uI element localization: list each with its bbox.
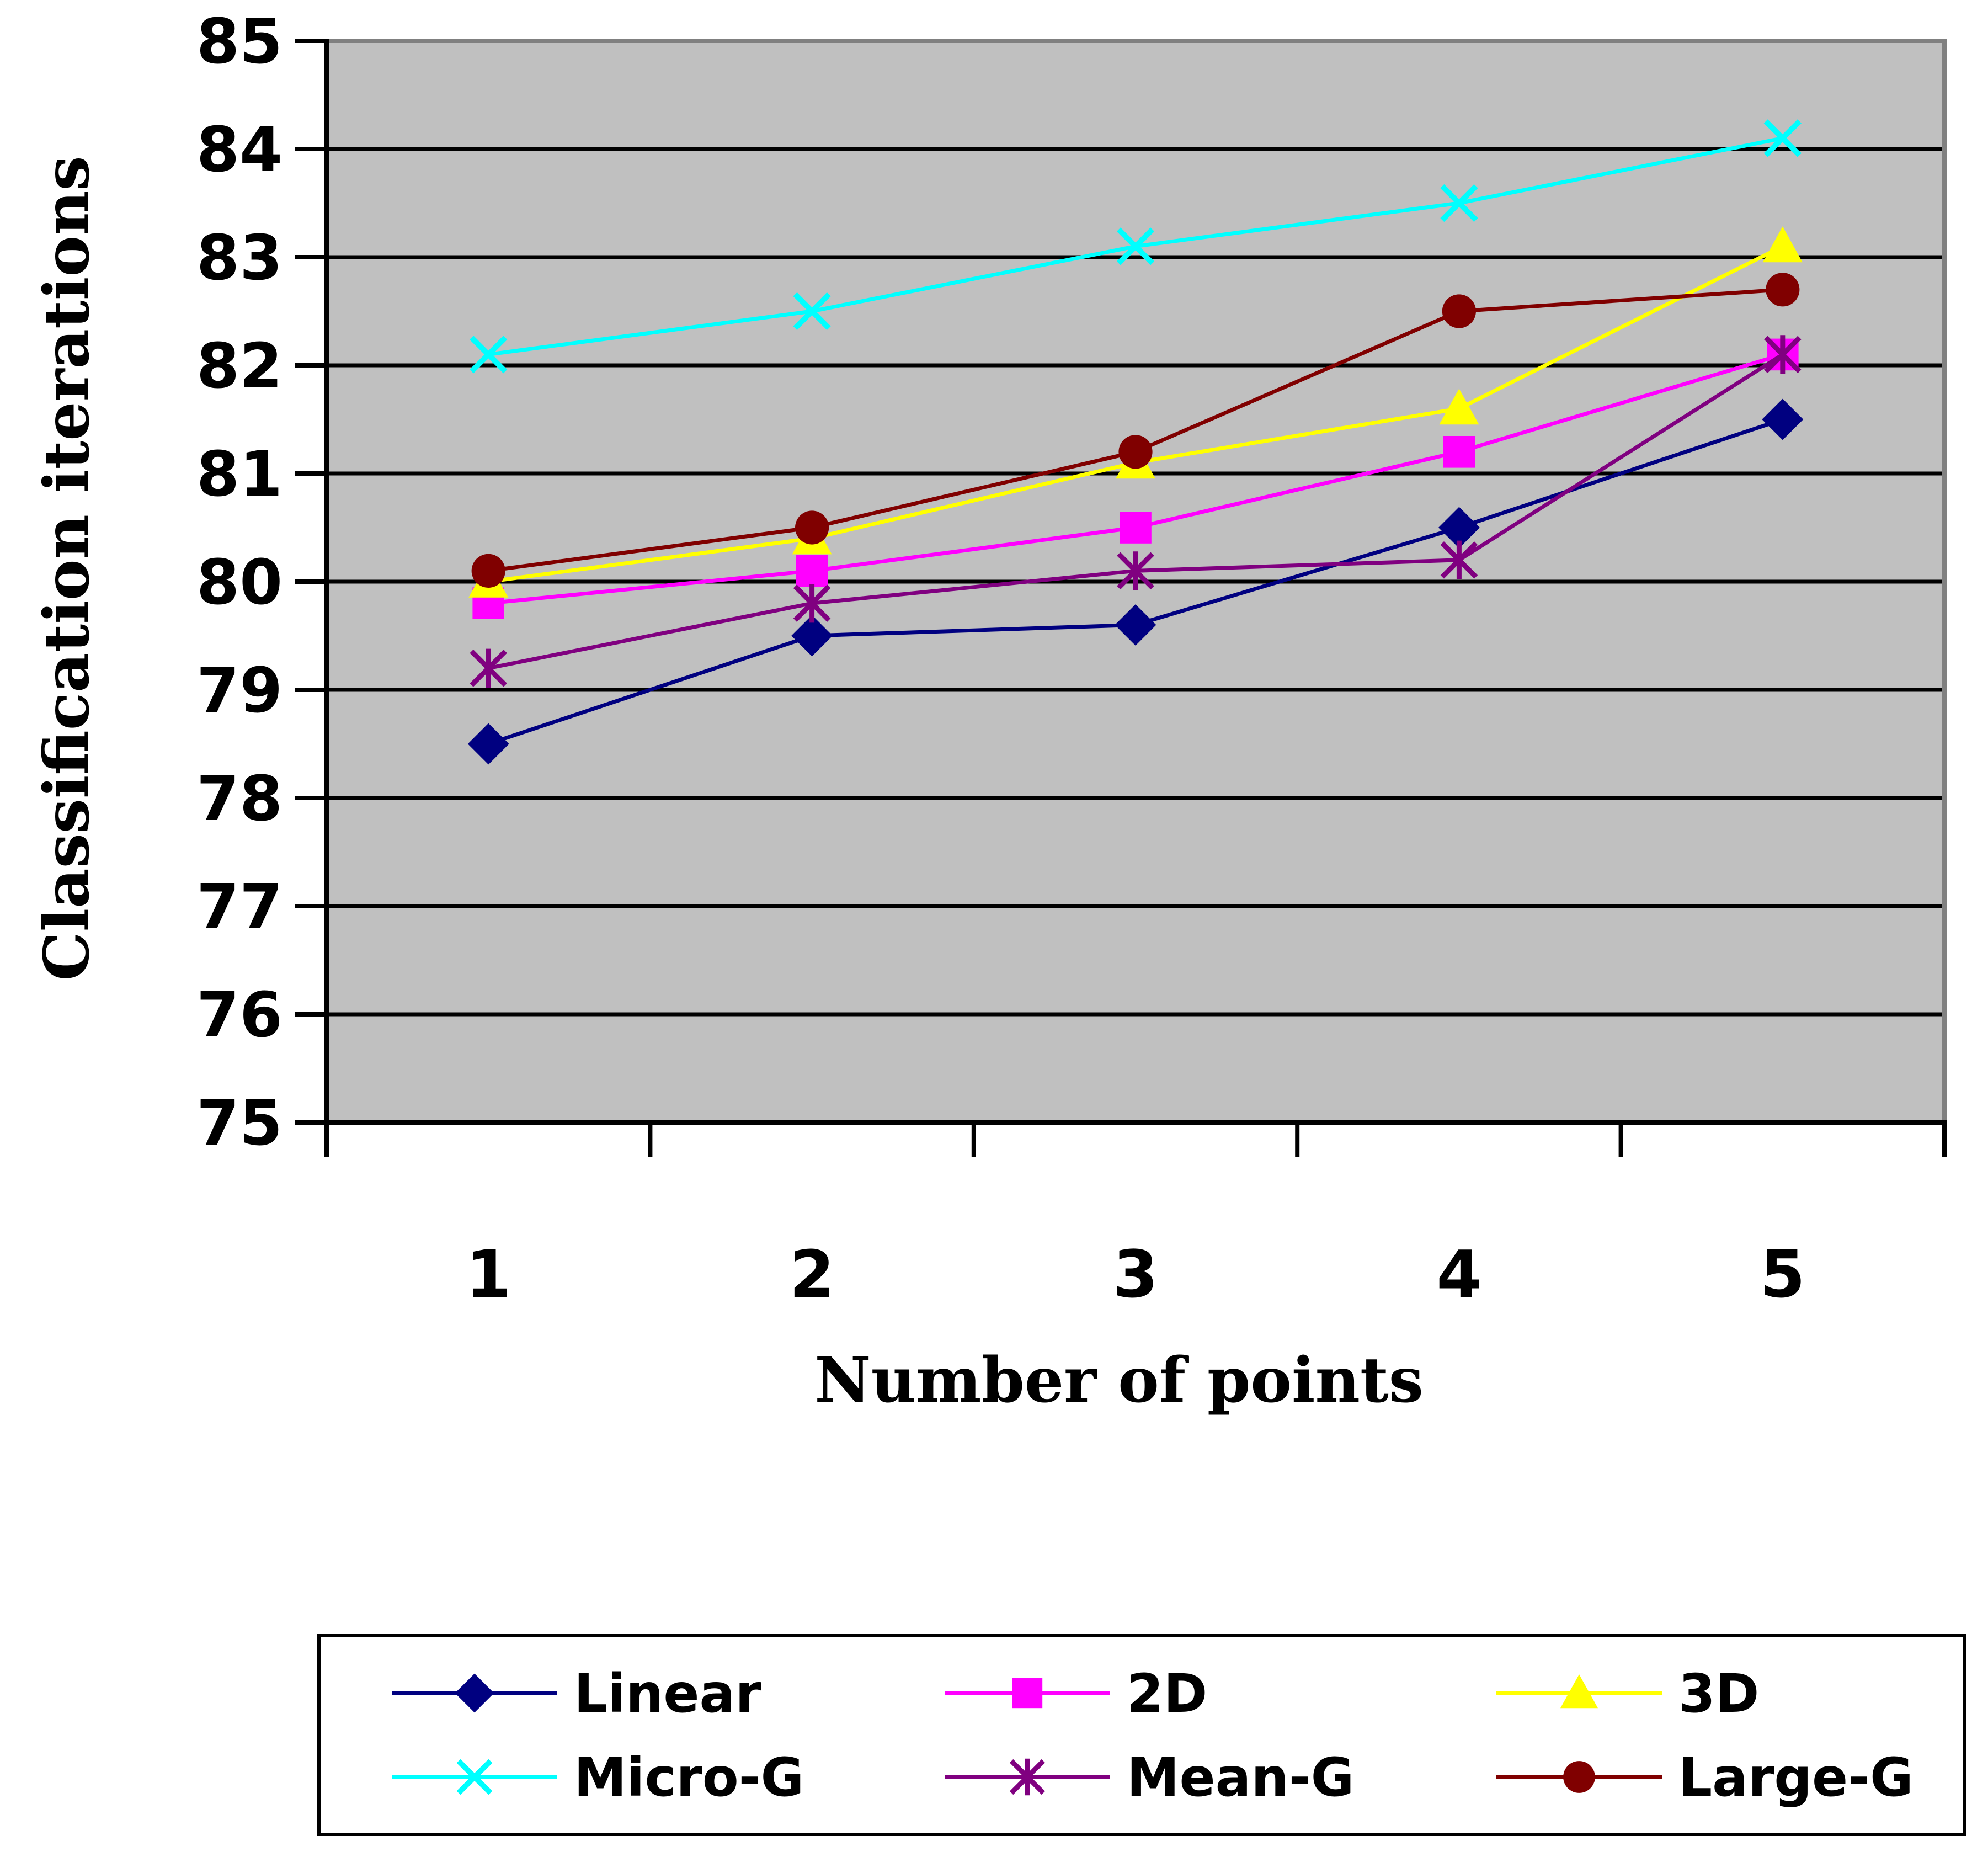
series-mean-g [470, 335, 1802, 688]
legend-item: Mean-G [945, 1747, 1354, 1808]
series-micro-g [470, 119, 1802, 374]
axes [295, 39, 1947, 1157]
legend-label: Micro-G [574, 1747, 804, 1808]
legend-item: 2D [945, 1663, 1207, 1725]
y-axis-title: Classification iterations [31, 156, 103, 981]
marker-square [796, 555, 828, 587]
y-tick-label: 81 [196, 439, 283, 510]
marker-star [1117, 551, 1154, 590]
marker-star [1440, 540, 1478, 579]
legend-label: Large-G [1678, 1747, 1914, 1808]
y-tick-label: 77 [196, 871, 283, 943]
legend: Linear 2D 3D Micro-G Mean-G Large-G [317, 1634, 1966, 1836]
marker-circle [471, 554, 505, 588]
marker-circle [1442, 294, 1476, 328]
legend-item: Large-G [1496, 1747, 1914, 1808]
marker-diamond [791, 615, 833, 657]
x-axis-title: Number of points [814, 1344, 1424, 1417]
legend-label: 3D [1678, 1663, 1759, 1725]
marker-triangle [1762, 226, 1803, 263]
marker-diamond [455, 1673, 494, 1713]
legend-label: Linear [574, 1663, 761, 1725]
marker-diamond [467, 723, 509, 765]
y-tick-label: 78 [196, 763, 283, 835]
x-tick-label: 1 [466, 1236, 511, 1312]
marker-x [470, 336, 508, 374]
marker-circle [795, 510, 829, 545]
y-tick-label: 79 [196, 655, 283, 727]
marker-star [793, 584, 831, 623]
x-tick-label: 4 [1436, 1236, 1481, 1312]
marker-star [1009, 1758, 1046, 1796]
x-tick-label: 5 [1760, 1236, 1805, 1312]
series-large-g [471, 273, 1800, 588]
marker-x [793, 292, 831, 331]
marker-triangle [1439, 389, 1479, 425]
marker-star [470, 648, 507, 688]
marker-square [1012, 1678, 1043, 1709]
x-tick-label: 2 [790, 1236, 835, 1312]
marker-diamond [1762, 398, 1804, 440]
legend-item: 3D [1496, 1663, 1759, 1725]
legend-item: Micro-G [392, 1747, 804, 1808]
y-tick-label: 76 [196, 980, 283, 1051]
y-tick-label: 75 [196, 1088, 283, 1159]
legend-label: Mean-G [1127, 1747, 1354, 1808]
legend-label: 2D [1127, 1663, 1207, 1725]
legend-box [317, 1634, 1966, 1836]
y-tick-label: 83 [196, 222, 283, 294]
marker-circle [1563, 1761, 1595, 1793]
y-tick-label: 80 [196, 547, 283, 619]
marker-triangle [1560, 1674, 1598, 1709]
marker-x [1440, 184, 1478, 222]
marker-square [1120, 512, 1152, 544]
y-tick-label: 82 [196, 331, 283, 402]
series-group [467, 119, 1804, 765]
marker-x [1116, 227, 1155, 265]
y-tick-labels: 75 76 77 78 79 80 81 82 83 84 85 [196, 6, 283, 1159]
x-tick-label: 3 [1113, 1236, 1158, 1312]
marker-circle [1766, 273, 1800, 307]
x-tick-labels: 1 2 3 4 5 [466, 1236, 1805, 1312]
marker-square [1443, 436, 1475, 468]
marker-x [456, 1759, 493, 1795]
marker-star [1764, 335, 1802, 374]
marker-x [1763, 119, 1802, 157]
marker-diamond [1115, 604, 1156, 646]
y-tick-label: 85 [196, 6, 283, 78]
y-tick-label: 84 [196, 114, 283, 186]
marker-circle [1118, 435, 1153, 469]
legend-item: Linear [392, 1663, 761, 1725]
